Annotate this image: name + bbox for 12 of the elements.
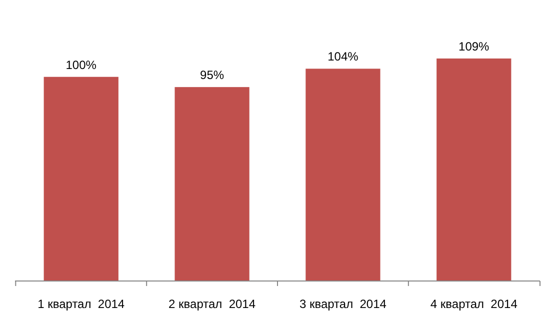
data-label: 95% bbox=[200, 68, 224, 82]
x-tick-label: 1 квартал 2014 bbox=[38, 297, 125, 311]
bar bbox=[436, 58, 512, 281]
bar bbox=[44, 76, 118, 281]
x-tick-label: 2 квартал 2014 bbox=[168, 297, 256, 311]
bar bbox=[174, 87, 250, 281]
data-label: 100% bbox=[66, 58, 97, 72]
x-tick-label: 3 квартал 2014 bbox=[299, 297, 387, 311]
bar bbox=[306, 68, 380, 281]
data-label: 104% bbox=[328, 50, 359, 64]
data-label: 109% bbox=[458, 40, 490, 54]
x-tick-label: 4 квартал 2014 bbox=[430, 297, 518, 311]
